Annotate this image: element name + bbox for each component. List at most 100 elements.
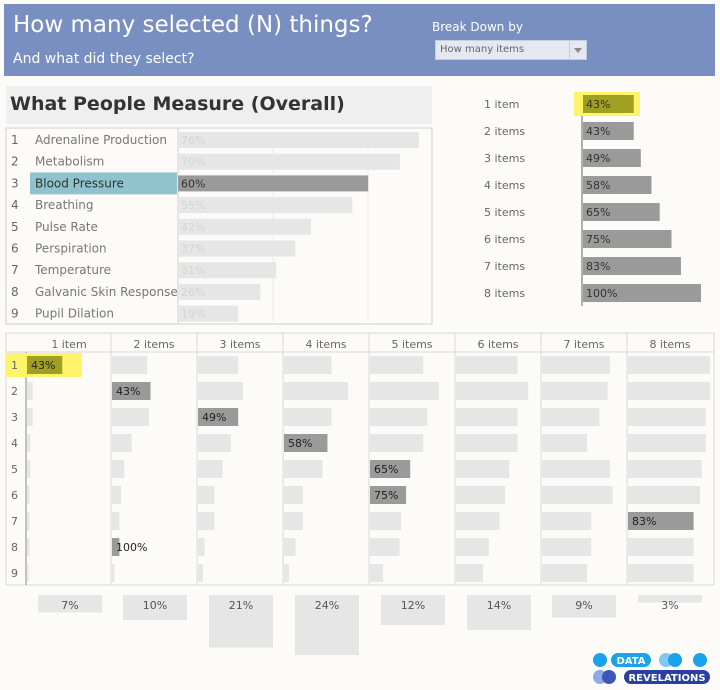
matrix-bar[interactable] xyxy=(542,382,608,400)
matrix-bar[interactable] xyxy=(370,538,400,556)
overall-bar[interactable] xyxy=(178,283,261,300)
items-bar[interactable] xyxy=(583,257,681,275)
matrix-bar[interactable] xyxy=(628,408,706,426)
matrix-bar[interactable] xyxy=(27,434,31,452)
overall-category-label[interactable]: Perspiration xyxy=(35,242,107,256)
items-bar[interactable] xyxy=(583,176,652,194)
matrix-bar[interactable] xyxy=(284,538,296,556)
matrix-bar[interactable] xyxy=(27,356,63,374)
matrix-bar[interactable] xyxy=(27,564,29,582)
matrix-bar[interactable] xyxy=(370,460,411,478)
matrix-bar[interactable] xyxy=(370,434,424,452)
items-bar[interactable] xyxy=(583,122,634,140)
matrix-bar[interactable] xyxy=(542,408,600,426)
matrix-bar[interactable] xyxy=(112,408,149,426)
matrix-bar[interactable] xyxy=(628,538,694,556)
overall-category-label[interactable]: Pupil Dilation xyxy=(35,307,114,321)
total-bar[interactable] xyxy=(638,595,702,603)
matrix-bar[interactable] xyxy=(198,460,223,478)
matrix-bar[interactable] xyxy=(27,512,30,530)
total-bar[interactable] xyxy=(552,595,616,618)
matrix-bar[interactable] xyxy=(27,486,30,504)
matrix-bar[interactable] xyxy=(456,408,518,426)
matrix-bar[interactable] xyxy=(370,356,424,374)
total-bar[interactable] xyxy=(467,595,531,630)
matrix-bar[interactable] xyxy=(456,356,518,374)
matrix-bar[interactable] xyxy=(112,486,122,504)
total-bar[interactable] xyxy=(209,595,273,648)
items-bar[interactable] xyxy=(583,203,660,221)
matrix-bar[interactable] xyxy=(112,460,125,478)
overall-category-label[interactable]: Metabolism xyxy=(35,155,104,169)
total-bar[interactable] xyxy=(123,595,187,620)
overall-selected-row[interactable] xyxy=(30,172,177,195)
matrix-bar[interactable] xyxy=(112,382,151,400)
matrix-bar[interactable] xyxy=(628,512,694,530)
overall-bar[interactable] xyxy=(178,262,277,279)
matrix-bar[interactable] xyxy=(27,382,33,400)
matrix-bar[interactable] xyxy=(542,564,588,582)
matrix-bar[interactable] xyxy=(27,408,33,426)
matrix-bar[interactable] xyxy=(112,512,120,530)
matrix-bar[interactable] xyxy=(456,434,518,452)
overall-bar[interactable] xyxy=(178,240,296,257)
matrix-bar[interactable] xyxy=(27,538,30,556)
matrix-bar[interactable] xyxy=(198,434,231,452)
breakdown-dropdown[interactable]: How many items xyxy=(435,40,587,60)
matrix-bar[interactable] xyxy=(542,460,611,478)
overall-bar[interactable] xyxy=(178,132,419,148)
overall-category-label[interactable]: Galvanic Skin Response xyxy=(35,285,178,299)
matrix-bar[interactable] xyxy=(456,512,500,530)
matrix-bar[interactable] xyxy=(198,486,215,504)
matrix-bar[interactable] xyxy=(456,564,484,582)
overall-bar[interactable] xyxy=(178,175,369,192)
overall-category-label[interactable]: Adrenaline Production xyxy=(35,133,167,147)
matrix-bar[interactable] xyxy=(198,408,239,426)
matrix-bar[interactable] xyxy=(370,486,407,504)
overall-category-label[interactable]: Blood Pressure xyxy=(35,176,124,190)
matrix-bar[interactable] xyxy=(542,356,611,374)
matrix-bar[interactable] xyxy=(284,408,332,426)
matrix-bar[interactable] xyxy=(628,382,710,400)
matrix-bar[interactable] xyxy=(628,356,710,374)
matrix-bar[interactable] xyxy=(284,564,289,582)
items-bar[interactable] xyxy=(583,230,672,248)
matrix-bar[interactable] xyxy=(112,538,120,556)
matrix-bar[interactable] xyxy=(456,382,529,400)
matrix-bar[interactable] xyxy=(198,512,215,530)
overall-category-label[interactable]: Pulse Rate xyxy=(35,220,98,234)
matrix-bar[interactable] xyxy=(284,512,303,530)
matrix-bar[interactable] xyxy=(284,434,328,452)
matrix-bar[interactable] xyxy=(112,434,132,452)
matrix-bar[interactable] xyxy=(198,538,205,556)
matrix-bar[interactable] xyxy=(456,538,489,556)
overall-bar[interactable] xyxy=(178,153,400,170)
matrix-bar[interactable] xyxy=(198,382,244,400)
items-bar[interactable] xyxy=(583,284,701,302)
matrix-bar[interactable] xyxy=(112,564,115,582)
matrix-bar[interactable] xyxy=(542,434,588,452)
matrix-bar[interactable] xyxy=(456,486,506,504)
items-bar[interactable] xyxy=(583,95,634,113)
chevron-down-icon[interactable] xyxy=(569,41,586,59)
matrix-bar[interactable] xyxy=(628,486,701,504)
matrix-bar[interactable] xyxy=(198,356,239,374)
overall-bar[interactable] xyxy=(178,197,353,214)
items-bar[interactable] xyxy=(583,149,641,167)
total-bar[interactable] xyxy=(38,595,102,613)
matrix-bar[interactable] xyxy=(370,512,402,530)
total-bar[interactable] xyxy=(381,595,445,625)
matrix-bar[interactable] xyxy=(628,434,706,452)
overall-bar[interactable] xyxy=(178,218,312,235)
matrix-bar[interactable] xyxy=(198,564,203,582)
matrix-bar[interactable] xyxy=(112,356,148,374)
overall-bar[interactable] xyxy=(178,305,239,322)
matrix-bar[interactable] xyxy=(370,382,439,400)
matrix-bar[interactable] xyxy=(628,460,702,478)
matrix-bar[interactable] xyxy=(542,486,613,504)
total-bar[interactable] xyxy=(295,595,359,655)
matrix-bar[interactable] xyxy=(456,460,510,478)
matrix-bar[interactable] xyxy=(284,356,332,374)
matrix-bar[interactable] xyxy=(628,564,694,582)
matrix-bar[interactable] xyxy=(542,512,592,530)
